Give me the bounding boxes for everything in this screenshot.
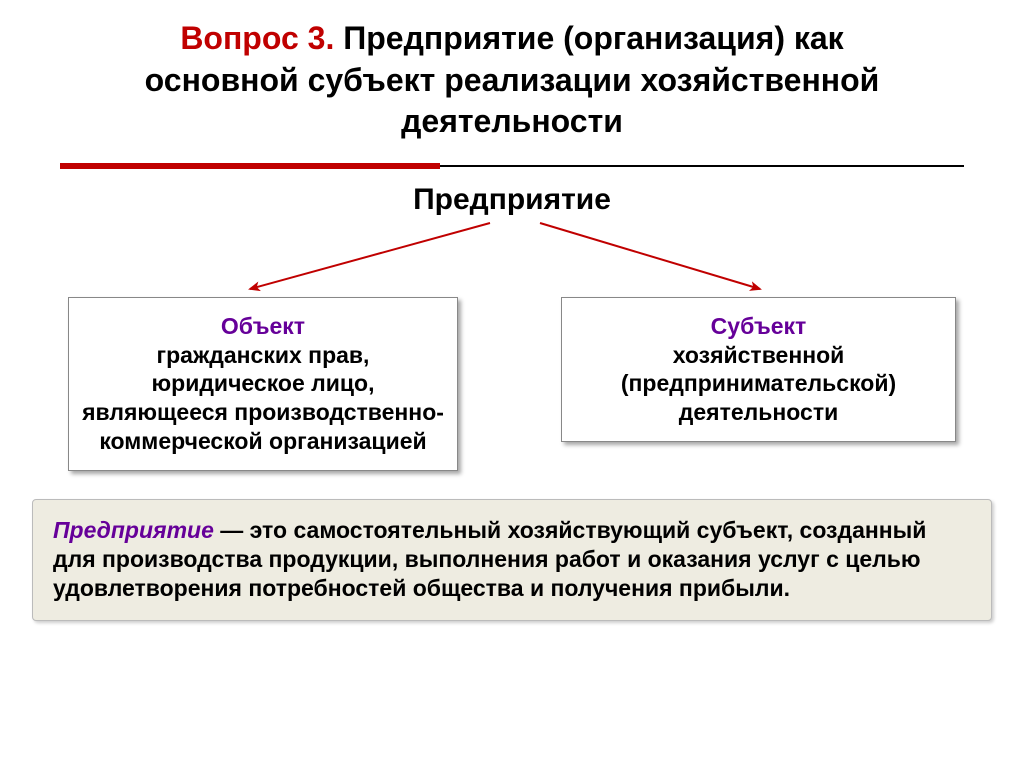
box-object-head: Объект	[81, 312, 445, 341]
title-line-1: Вопрос 3. Предприятие (организация) как	[40, 18, 984, 60]
title-line-2: основной субъект реализации хозяйственно…	[40, 60, 984, 102]
arrows-svg	[0, 217, 1024, 297]
root-node-label: Предприятие	[0, 183, 1024, 217]
title-divider	[60, 163, 964, 169]
boxes-row: Объект гражданских прав, юридическое лиц…	[0, 297, 1024, 471]
arrows-container	[0, 217, 1024, 297]
arrow-left	[250, 223, 490, 289]
arrow-right	[540, 223, 760, 289]
title-line-3: деятельности	[40, 101, 984, 143]
definition-dash: —	[214, 517, 250, 543]
slide-title: Вопрос 3. Предприятие (организация) как …	[0, 0, 1024, 155]
box-object: Объект гражданских прав, юридическое лиц…	[68, 297, 458, 471]
title-rest-1: Предприятие (организация) как	[334, 20, 843, 56]
box-subject-body: хозяйственной (предпринимательской) деят…	[574, 341, 943, 427]
title-prefix: Вопрос 3.	[180, 20, 334, 56]
divider-red	[60, 163, 440, 169]
divider-black	[440, 165, 964, 167]
box-object-body: гражданских прав, юридическое лицо, явля…	[81, 341, 445, 456]
box-subject: Субъект хозяйственной (предпринимательск…	[561, 297, 956, 442]
box-subject-head: Субъект	[574, 312, 943, 341]
definition-term: Предприятие	[53, 517, 214, 543]
definition-box: Предприятие — это самостоятельный хозяйс…	[32, 499, 992, 621]
